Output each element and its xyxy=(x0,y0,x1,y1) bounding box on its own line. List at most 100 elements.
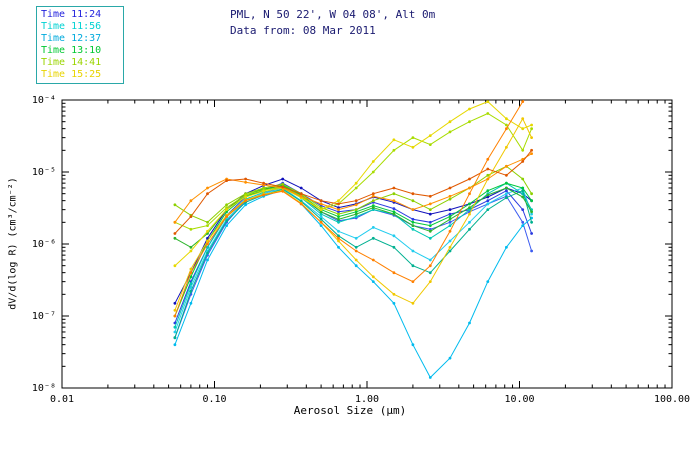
series-marker xyxy=(468,192,471,196)
series-marker xyxy=(244,193,248,197)
series-marker xyxy=(189,227,193,231)
series-marker xyxy=(530,232,533,235)
series-marker xyxy=(448,212,452,216)
series-marker xyxy=(428,208,432,212)
series-marker xyxy=(354,264,358,268)
series-marker xyxy=(262,189,265,193)
series-marker xyxy=(428,280,432,283)
series-marker xyxy=(521,117,525,121)
series-marker xyxy=(392,138,396,142)
series-marker xyxy=(505,181,508,185)
series-marker xyxy=(392,234,396,238)
series-marker xyxy=(486,208,490,212)
series-marker xyxy=(428,224,432,228)
series-marker xyxy=(530,148,533,152)
series-marker xyxy=(337,210,340,214)
series-marker xyxy=(173,232,177,235)
legend-item: Time 11:56 xyxy=(41,21,102,32)
series-marker xyxy=(428,271,432,275)
series-marker xyxy=(448,130,452,134)
series-marker xyxy=(411,301,415,305)
series-marker xyxy=(392,210,396,214)
series-marker xyxy=(354,208,358,212)
series-marker xyxy=(392,271,396,275)
x-tick-label: 100.00 xyxy=(654,394,690,405)
series-marker xyxy=(189,271,193,275)
series-marker xyxy=(371,275,375,279)
series-marker xyxy=(428,134,432,138)
series-marker xyxy=(530,192,533,196)
series-marker xyxy=(505,117,508,121)
series-marker xyxy=(299,194,303,198)
series-marker xyxy=(371,206,375,210)
series-marker xyxy=(337,217,340,221)
series-marker xyxy=(262,186,265,190)
series-marker xyxy=(206,192,209,196)
series-marker xyxy=(319,217,323,221)
series-marker xyxy=(505,245,508,249)
series-marker xyxy=(225,203,229,207)
series-marker xyxy=(521,148,525,152)
series-marker xyxy=(189,289,193,293)
series-marker xyxy=(486,100,490,103)
series-marker xyxy=(448,194,452,198)
series-marker xyxy=(486,177,490,181)
series-marker xyxy=(411,227,415,231)
series-marker xyxy=(468,186,471,190)
series-marker xyxy=(354,236,358,240)
series-marker xyxy=(530,220,533,224)
series-marker xyxy=(428,236,432,240)
series-marker xyxy=(206,229,209,233)
series-marker xyxy=(448,120,452,124)
series-marker xyxy=(173,264,177,268)
series-marker xyxy=(521,186,525,190)
series-marker xyxy=(189,301,193,305)
series-line-13 xyxy=(174,153,532,223)
series-marker xyxy=(337,234,340,238)
series-marker xyxy=(206,242,209,246)
series-marker xyxy=(392,207,396,211)
series-marker xyxy=(319,206,323,210)
series-marker xyxy=(448,217,452,221)
series-marker xyxy=(392,292,396,296)
series-marker xyxy=(225,224,229,228)
series-marker xyxy=(173,308,177,312)
series-marker xyxy=(189,199,193,203)
x-tick-label: 1.00 xyxy=(355,394,379,405)
series-line-14 xyxy=(174,149,532,234)
series-marker xyxy=(505,173,508,177)
series-marker xyxy=(530,199,533,203)
series-marker xyxy=(244,195,248,199)
series-marker xyxy=(486,199,490,203)
series-marker xyxy=(486,157,490,161)
series-marker xyxy=(428,376,432,379)
series-marker xyxy=(173,314,177,318)
series-marker xyxy=(530,210,533,214)
series-marker xyxy=(428,264,432,268)
series-line-15 xyxy=(174,100,524,317)
series-marker xyxy=(189,215,193,219)
series-marker xyxy=(206,224,209,228)
series-marker xyxy=(225,206,229,210)
series-line-10 xyxy=(174,112,533,230)
series-marker xyxy=(530,249,533,253)
series-marker xyxy=(244,199,248,203)
series-marker xyxy=(505,127,508,131)
series-marker xyxy=(468,220,471,224)
series-marker xyxy=(371,170,375,174)
series-marker xyxy=(173,203,177,207)
series-marker xyxy=(530,212,533,216)
series-marker xyxy=(206,236,209,240)
series-marker xyxy=(505,164,508,168)
series-marker xyxy=(486,202,490,206)
series-marker xyxy=(281,185,285,189)
series-marker xyxy=(448,239,452,243)
series-marker xyxy=(206,245,209,249)
series-marker xyxy=(206,251,209,255)
series-marker xyxy=(411,264,415,268)
series-marker xyxy=(468,177,471,181)
series-marker xyxy=(411,199,415,203)
series-marker xyxy=(392,212,396,216)
series-marker xyxy=(486,112,490,115)
y-tick-label: 10⁻⁶ xyxy=(32,239,56,250)
